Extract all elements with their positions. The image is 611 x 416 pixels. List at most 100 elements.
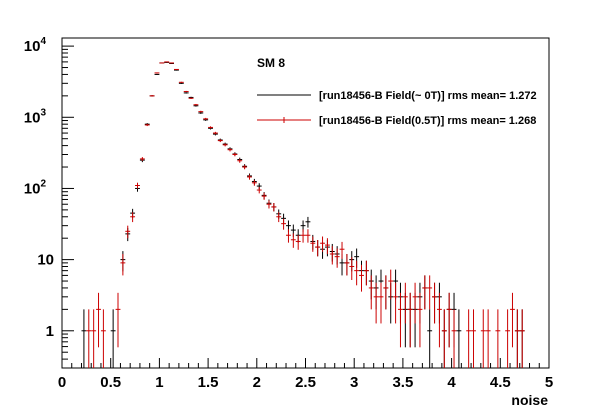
- data-point: [96, 292, 101, 348]
- y-tick-label: 103: [24, 107, 47, 126]
- data-point: [237, 158, 243, 163]
- data-point: [208, 126, 213, 129]
- chart-title: SM 8: [257, 56, 285, 70]
- data-point: [324, 238, 330, 254]
- data-point: [315, 239, 321, 257]
- data-point: [339, 241, 345, 259]
- x-tick-label: 1: [155, 374, 163, 391]
- data-point: [203, 117, 209, 120]
- data-point: [373, 282, 379, 324]
- data-point: [363, 260, 369, 286]
- x-tick-label: 4: [447, 374, 456, 391]
- data-point: [456, 309, 462, 368]
- data-point: [247, 174, 252, 180]
- data-point: [212, 131, 218, 135]
- data-point: [305, 216, 311, 228]
- y-tick-label: 10: [37, 252, 54, 269]
- data-point: [232, 152, 238, 157]
- x-tick-label: 0.5: [100, 374, 121, 391]
- data-point: [519, 309, 525, 368]
- data-point: [81, 309, 87, 368]
- data-point: [251, 180, 257, 186]
- data-point: [290, 233, 296, 248]
- data-point: [276, 212, 282, 223]
- data-point: [286, 229, 291, 243]
- data-point: [139, 157, 145, 161]
- data-point: [466, 309, 472, 368]
- data-point: [178, 82, 184, 84]
- data-point: [407, 292, 413, 348]
- x-tick-label: 0: [58, 374, 66, 391]
- data-point: [471, 309, 476, 368]
- y-tick-label: 104: [24, 36, 47, 55]
- data-point: [120, 253, 126, 276]
- data-point: [436, 292, 442, 348]
- data-point: [368, 275, 374, 310]
- legend-item-2: [run18456-B Field(0.5T)] rms mean= 1.268: [257, 115, 536, 127]
- data-point: [402, 282, 408, 324]
- legend-label: [run18456-B Field(~ 0T)] rms mean= 1.272: [319, 90, 537, 102]
- x-tick-label: 3.5: [392, 374, 413, 391]
- data-point: [300, 229, 306, 243]
- data-point: [344, 253, 350, 276]
- y-tick-label: 1: [46, 323, 54, 340]
- data-point: [480, 309, 486, 368]
- x-tick-label: 3: [350, 374, 358, 391]
- x-tick-label: 5: [545, 374, 553, 391]
- data-point: [271, 203, 277, 212]
- data-point: [159, 62, 165, 64]
- data-point: [495, 309, 501, 368]
- data-point: [217, 139, 223, 143]
- data-point: [281, 218, 287, 230]
- data-point: [349, 257, 355, 280]
- data-point: [174, 68, 179, 70]
- data-point: [354, 260, 360, 286]
- data-point: [398, 292, 403, 348]
- data-point: [261, 192, 267, 200]
- data-point: [164, 61, 170, 63]
- data-point: [427, 309, 433, 368]
- data-point: [86, 309, 92, 368]
- data-point: [266, 200, 272, 209]
- data-point: [149, 95, 155, 97]
- x-tick-label: 2.5: [295, 374, 316, 391]
- data-point: [198, 110, 204, 113]
- data-point: [91, 309, 97, 368]
- data-point: [135, 182, 140, 189]
- legend-label: [run18456-B Field(0.5T)] rms mean= 1.268: [319, 115, 536, 127]
- data-point: [227, 148, 233, 152]
- x-tick-label: 1.5: [198, 374, 219, 391]
- data-point: [485, 309, 491, 368]
- data-point: [183, 90, 189, 93]
- data-point: [417, 292, 423, 348]
- data-point: [505, 309, 511, 368]
- data-point: [125, 225, 131, 239]
- data-point: [242, 164, 248, 170]
- data-point: [427, 275, 433, 310]
- data-point: [115, 292, 121, 348]
- data-point: [329, 246, 335, 265]
- y-tick-label: 102: [24, 178, 47, 197]
- series-2-points: [86, 61, 525, 368]
- data-point: [193, 103, 199, 106]
- data-point: [422, 275, 428, 310]
- data-point: [305, 229, 311, 243]
- data-point: [412, 282, 418, 324]
- data-point: [514, 309, 520, 368]
- x-tick-label: 2: [253, 374, 261, 391]
- data-point: [383, 275, 389, 310]
- data-point: [451, 309, 457, 368]
- x-axis-title: noise: [511, 392, 548, 408]
- data-point: [388, 269, 394, 300]
- data-point: [441, 309, 447, 368]
- data-point: [222, 143, 228, 147]
- legend-item-1: [run18456-B Field(~ 0T)] rms mean= 1.272: [257, 90, 537, 102]
- data-point: [154, 72, 160, 74]
- data-point: [359, 264, 364, 292]
- data-point: [510, 292, 515, 348]
- data-point: [295, 234, 301, 250]
- data-point: [154, 73, 160, 75]
- data-point: [110, 309, 116, 368]
